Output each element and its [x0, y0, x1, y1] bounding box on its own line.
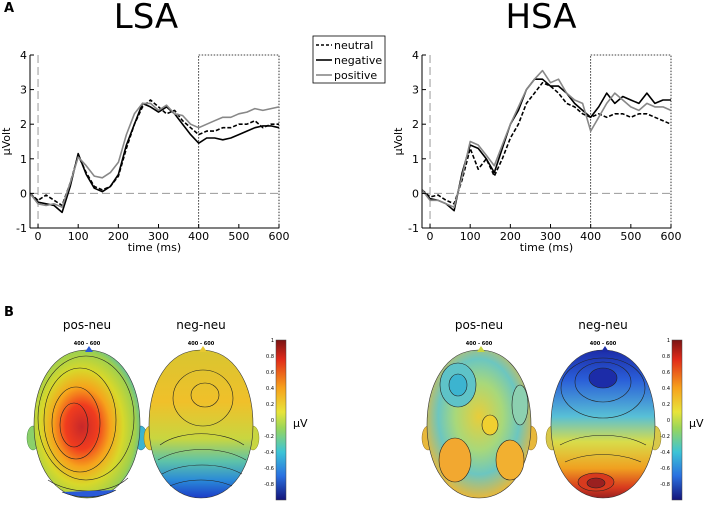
analysis-window-hsa	[590, 54, 672, 229]
x-tick-label-hsa: 100	[460, 230, 481, 243]
panel-a-label: A	[4, 1, 14, 16]
y-tick-label-lsa: 4	[20, 49, 27, 62]
colorbar-lsa-bar	[275, 339, 287, 501]
topomap-range-hsa-pos-neu: 400 - 600	[466, 341, 493, 347]
colorbar-hsa: 1 0.8 0.6 0.4 0.2 0 -0.2 -0.4 -0.6 -0.8	[660, 338, 683, 501]
colorbar-tick-hsa: 0.2	[662, 402, 670, 408]
colorbar-tick-hsa: -0.8	[660, 482, 670, 488]
erp-chart-hsa: 0 100 200 300 400 500 600 -1 0 1 2 3 4 time (ms) µVolt	[392, 49, 682, 254]
y-tick-label-hsa: 1	[412, 153, 419, 166]
legend-label-neutral: neutral	[334, 39, 373, 52]
series-line-hsa-positive	[421, 69, 672, 208]
colorbar-tick-hsa: 0.4	[662, 386, 670, 392]
x-tick-label-lsa: 300	[148, 230, 169, 243]
colorbar-tick-lsa: 0	[271, 418, 274, 424]
x-tick-label-lsa: 100	[68, 230, 89, 243]
colorbar-tick-hsa: 0.6	[662, 370, 670, 376]
y-tick-label-hsa: 2	[412, 118, 419, 131]
x-tick-label-lsa: 0	[35, 230, 42, 243]
y-tick-label-lsa: 2	[20, 118, 27, 131]
y-tick-label-hsa: -1	[408, 222, 419, 235]
y-tick-label-hsa: 4	[412, 49, 419, 62]
x-tick-label-hsa: 600	[661, 230, 682, 243]
colorbar-unit-hsa: µV	[689, 417, 704, 430]
topomap-range-hsa-neg-neu: 400 - 600	[590, 341, 617, 347]
topomap-lsa-pos-neu	[26, 346, 148, 499]
colorbar-tick-hsa: 1	[667, 338, 670, 344]
x-tick-label-lsa: 400	[188, 230, 209, 243]
colorbar-lsa: 1 0.8 0.6 0.4 0.2 0 -0.2 -0.4 -0.6 -0.8	[264, 338, 287, 501]
y-tick-label-hsa: 0	[412, 187, 419, 200]
colorbar-tick-lsa: -0.4	[264, 450, 274, 456]
topomap-hsa-neg-neu	[545, 346, 662, 499]
colorbar-hsa-bar	[671, 339, 683, 501]
y-axis-label-lsa: µVolt	[0, 127, 13, 155]
x-tick-label-hsa: 400	[580, 230, 601, 243]
topomap-label-lsa-neg-neu: neg-neu	[176, 318, 226, 332]
x-tick-label-lsa: 600	[269, 230, 290, 243]
colorbar-tick-lsa: 1	[271, 338, 274, 344]
colorbar-unit-lsa: µV	[293, 417, 308, 430]
colorbar-tick-lsa: -0.6	[264, 466, 274, 472]
x-tick-label-hsa: 200	[500, 230, 521, 243]
topomap-hsa-pos-neu	[421, 346, 538, 499]
colorbar-tick-hsa: -0.6	[660, 466, 670, 472]
colorbar-tick-lsa: -0.8	[264, 482, 274, 488]
topomap-lsa-neg-neu	[143, 346, 260, 499]
legend: neutral negative positive	[312, 35, 386, 84]
topomap-label-lsa-pos-neu: pos-neu	[63, 318, 111, 332]
colorbar-tick-hsa: -0.2	[660, 434, 670, 440]
topomap-label-hsa-pos-neu: pos-neu	[455, 318, 503, 332]
y-tick-label-lsa: 3	[20, 84, 27, 97]
colorbar-tick-hsa: 0	[667, 418, 670, 424]
colorbar-tick-lsa: 0.4	[266, 386, 274, 392]
analysis-window-lsa	[198, 54, 280, 229]
series-line-hsa-neutral	[421, 81, 672, 205]
legend-label-negative: negative	[334, 54, 382, 67]
series-line-lsa-negative	[29, 102, 280, 214]
colorbar-tick-hsa: -0.4	[660, 450, 670, 456]
y-axis-label-hsa: µVolt	[392, 127, 405, 155]
x-tick-label-hsa: 300	[540, 230, 561, 243]
colorbar-tick-lsa: -0.2	[264, 434, 274, 440]
panel-b-label: B	[4, 305, 14, 320]
x-axis-label-hsa: time (ms)	[520, 241, 573, 254]
topomap-label-hsa-neg-neu: neg-neu	[578, 318, 628, 332]
y-tick-label-lsa: 1	[20, 153, 27, 166]
colorbar-tick-lsa: 0.6	[266, 370, 274, 376]
chart-title-lsa: LSA	[114, 0, 178, 37]
erp-chart-lsa: 0 100 200 300 400 500 600 -1 0 1 2 3 4 time (ms) µVolt	[0, 49, 290, 254]
x-tick-label-lsa: 200	[108, 230, 129, 243]
y-tick-label-lsa: -1	[16, 222, 27, 235]
colorbar-tick-hsa: 0.8	[662, 354, 670, 360]
series-line-hsa-negative	[421, 78, 671, 212]
x-axis-label-lsa: time (ms)	[128, 241, 181, 254]
chart-title-hsa: HSA	[505, 0, 576, 37]
series-line-lsa-positive	[29, 102, 280, 208]
x-tick-label-hsa: 0	[427, 230, 434, 243]
y-tick-label-lsa: 0	[20, 187, 27, 200]
colorbar-tick-lsa: 0.8	[266, 354, 274, 360]
y-tick-label-hsa: 3	[412, 84, 419, 97]
x-tick-label-hsa: 500	[620, 230, 641, 243]
colorbar-tick-lsa: 0.2	[266, 402, 274, 408]
topomap-range-lsa-pos-neu: 400 - 600	[74, 341, 101, 347]
topomap-range-lsa-neg-neu: 400 - 600	[188, 341, 215, 347]
legend-label-positive: positive	[334, 69, 377, 82]
x-tick-label-lsa: 500	[228, 230, 249, 243]
